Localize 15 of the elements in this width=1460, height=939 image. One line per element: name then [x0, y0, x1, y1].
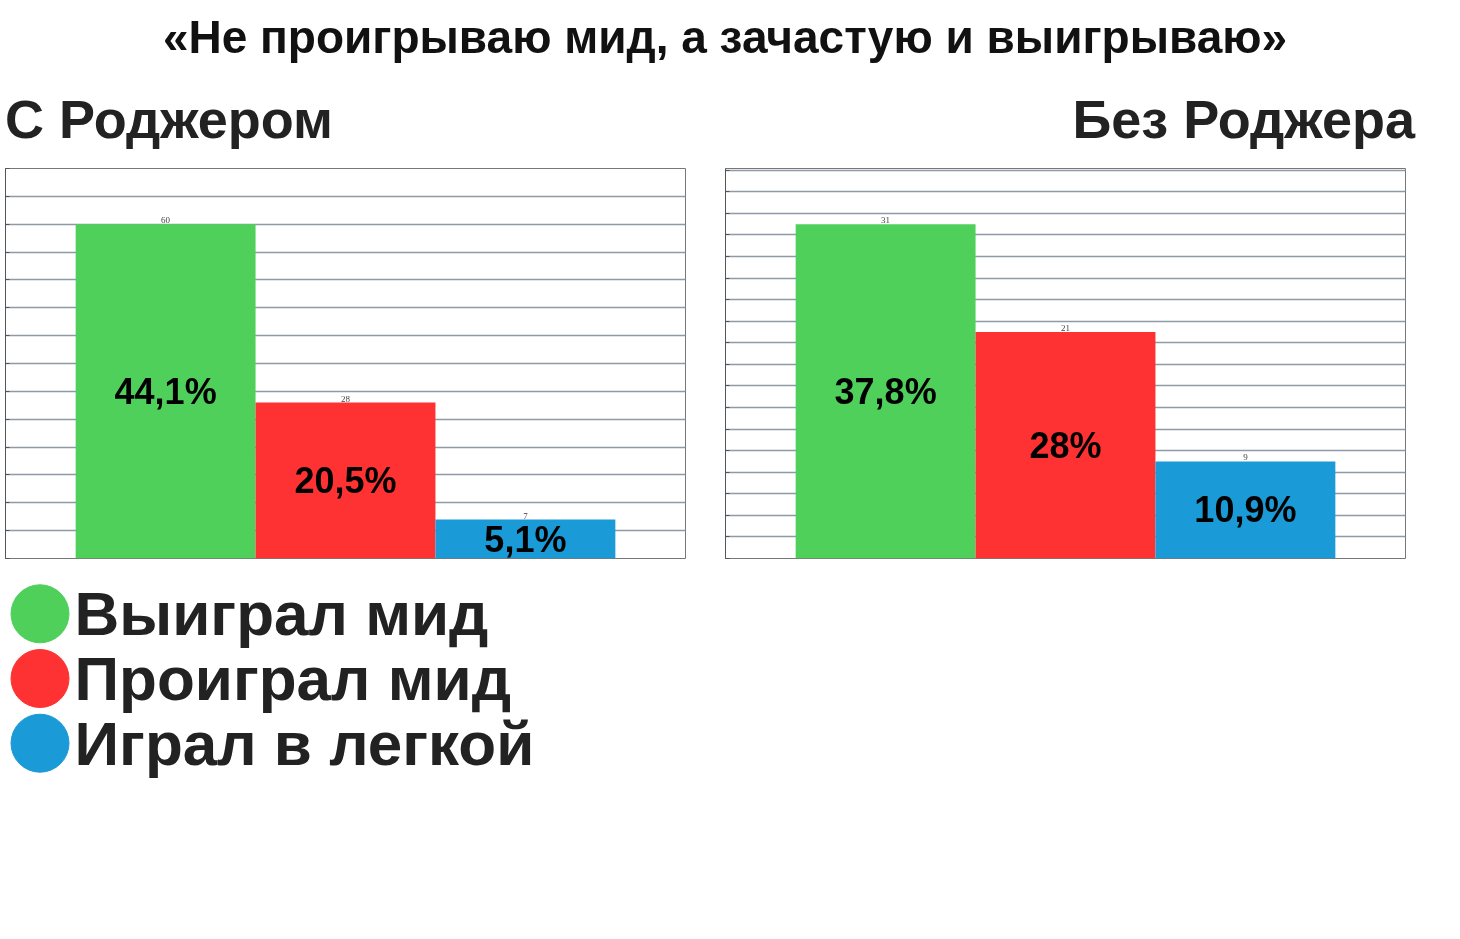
chart-title: «Не проигрываю мид, а зачастую и выигрываю»	[162, 10, 1288, 65]
data-label: 9	[1243, 452, 1249, 463]
annotation: 37,8%	[834, 370, 937, 412]
annotation: 28%	[1029, 424, 1102, 466]
annotation: 44,1%	[114, 370, 217, 412]
annotation: 5,1%	[484, 518, 567, 560]
data-label: 31	[881, 215, 891, 226]
annotation: 10,9%	[1194, 489, 1297, 531]
data-label: 21	[1061, 322, 1070, 333]
data-label: 60	[161, 215, 171, 226]
chart-subtitle: С Роджером	[5, 87, 334, 151]
annotation: 20,5%	[294, 459, 397, 501]
data-label: 28	[341, 393, 351, 404]
data-label: 7	[523, 510, 529, 521]
chart-subtitle: Без Роджера	[1072, 87, 1415, 151]
